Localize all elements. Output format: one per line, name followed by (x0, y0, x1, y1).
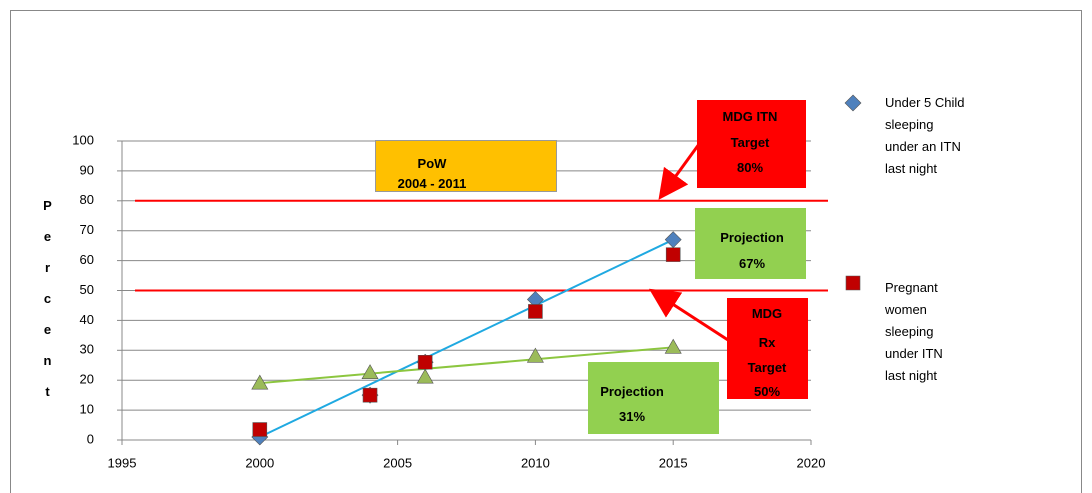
data-point (526, 347, 544, 363)
annotation-text: Target (730, 135, 770, 150)
y-tick-label: 70 (80, 222, 94, 237)
data-point (528, 304, 543, 319)
y-tick-label: 100 (72, 132, 94, 147)
data-point (416, 368, 434, 384)
trendline (259, 346, 674, 385)
y-tick-label: 60 (80, 252, 94, 267)
x-tick-label: 2010 (521, 455, 550, 470)
data-point (362, 387, 378, 403)
data-point (251, 374, 269, 390)
annotation-box: MDG ITN Target 80% (697, 100, 806, 188)
y-tick-label: 50 (80, 282, 94, 297)
arrow (648, 288, 729, 342)
y-tick-label: 90 (80, 162, 94, 177)
annotation-text: 67% (738, 256, 766, 271)
legend-label: Under 5 Child sleeping under an ITN last… (885, 95, 965, 176)
y-axis-label: Percent (40, 198, 55, 415)
data-point (664, 338, 682, 354)
annotation-box: Projection 31% (588, 362, 719, 434)
annotation-text: PoW (417, 156, 447, 171)
annotation-text: 50% (753, 384, 781, 399)
data-point (361, 364, 379, 380)
x-tick-label: 2005 (383, 455, 412, 470)
legend-marker (845, 275, 861, 291)
frame-border (10, 10, 1082, 493)
legend-label: Pregnant women sleeping under ITN last n… (885, 280, 943, 383)
annotation-text: Target (747, 360, 787, 375)
annotation-text: Projection (720, 230, 784, 245)
annotation-text: Projection (600, 384, 664, 399)
legend-marker (844, 94, 862, 112)
annotation-text: 31% (618, 409, 646, 424)
x-tick-label: 1995 (108, 455, 137, 470)
annotation-text: MDG ITN (722, 109, 778, 124)
annotation-text: MDG (751, 306, 783, 321)
annotation-text: Rx (758, 335, 776, 350)
y-tick-label: 40 (80, 312, 94, 327)
data-point (252, 422, 268, 437)
trendline (259, 238, 674, 438)
y-tick-label: 0 (87, 431, 94, 446)
data-point (417, 354, 433, 370)
annotation-text: 80% (736, 160, 764, 175)
y-tick-label: 20 (80, 372, 94, 387)
data-point (664, 231, 682, 249)
x-tick-label: 2000 (245, 455, 274, 470)
x-tick-label: 2015 (659, 455, 688, 470)
x-tick-label: 2020 (797, 455, 826, 470)
y-tick-label: 10 (80, 402, 94, 417)
data-point (665, 247, 681, 262)
annotation-text: 2004 - 2011 (397, 176, 467, 191)
annotation-box: MDG Rx Target 50% (727, 298, 808, 399)
annotation-box: PoW 2004 - 2011 (375, 140, 557, 192)
y-tick-label: 80 (80, 192, 94, 207)
annotation-box: Projection 67% (695, 208, 806, 279)
y-tick-label: 30 (80, 342, 94, 357)
arrow (658, 139, 704, 200)
